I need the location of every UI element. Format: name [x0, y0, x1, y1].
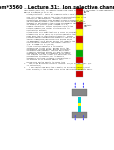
Bar — [77, 97, 80, 103]
Bar — [75, 64, 82, 70]
Bar — [75, 15, 82, 22]
Bar — [75, 71, 82, 77]
Bar — [75, 22, 82, 29]
Text: Chem*3560   Lecture 31:  Ion selective channels: Chem*3560 Lecture 31: Ion selective chan… — [0, 5, 114, 10]
Text: selectivity
filter: selectivity filter — [83, 24, 92, 27]
Bar — [75, 50, 82, 57]
Circle shape — [82, 115, 83, 117]
Bar — [77, 103, 80, 106]
Bar — [75, 36, 82, 43]
Circle shape — [82, 118, 83, 120]
Circle shape — [82, 86, 83, 88]
Bar — [71, 112, 86, 118]
Bar — [75, 29, 82, 36]
Text: binding
site: binding site — [83, 11, 89, 13]
Bar — [75, 43, 82, 50]
Circle shape — [82, 83, 83, 85]
Text: Ion selective channels allow specific ions to pass through a membrane driven by : Ion selective channels allow specific io… — [24, 8, 114, 70]
Bar — [75, 8, 82, 15]
Bar — [75, 57, 82, 63]
Circle shape — [74, 86, 75, 88]
Circle shape — [74, 118, 75, 120]
Bar — [77, 106, 80, 112]
Circle shape — [74, 115, 75, 117]
Circle shape — [74, 83, 75, 85]
Bar — [71, 89, 86, 96]
